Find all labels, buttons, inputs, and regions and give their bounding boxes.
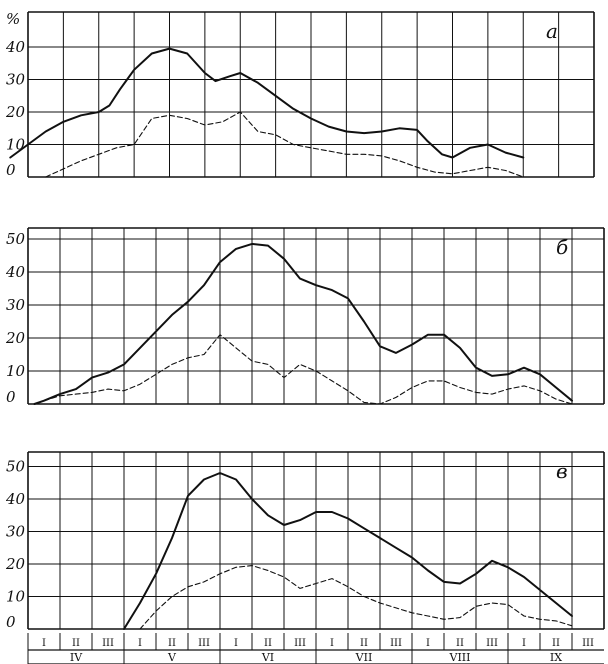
series-line-dashed	[45, 111, 524, 178]
month-label: V	[167, 651, 177, 664]
y-tick-label: 0	[6, 613, 16, 631]
y-tick-label: 10	[6, 136, 26, 154]
decade-label: II	[360, 638, 368, 649]
decade-label: I	[522, 638, 526, 649]
decade-label: I	[138, 638, 142, 649]
y-tick-label: 20	[5, 555, 26, 573]
decade-label: I	[42, 638, 46, 649]
panel-letter: а	[546, 19, 558, 43]
decade-label: I	[234, 638, 238, 649]
decade-label: III	[582, 638, 594, 649]
decade-label: II	[72, 638, 80, 649]
y-tick-label: 30	[6, 296, 26, 314]
decade-label: II	[552, 638, 560, 649]
y-tick-label: 50	[6, 458, 26, 476]
decade-label: I	[330, 638, 334, 649]
y-tick-label: 50	[6, 230, 26, 248]
series-line-solid	[9, 47, 525, 159]
y-tick-label: 30	[6, 523, 26, 541]
month-label: VII	[355, 651, 373, 664]
chart-panel-2: 0 10 20 30 40 50 б	[5, 227, 605, 406]
month-label: VIII	[449, 651, 471, 664]
decade-label: III	[390, 638, 402, 649]
month-label: VI	[261, 651, 274, 664]
y-tick-label: 0	[6, 388, 16, 406]
decade-label: II	[168, 638, 176, 649]
y-tick-label: 40	[5, 490, 26, 508]
panel-letter: в	[556, 459, 568, 483]
month-label: IX	[550, 651, 562, 664]
y-tick-label: 20	[5, 103, 26, 121]
panel-letter: б	[556, 235, 569, 259]
decade-label: III	[294, 638, 306, 649]
decade-label: III	[198, 638, 210, 649]
y-unit-label: %	[6, 10, 20, 28]
decade-label: III	[102, 638, 114, 649]
decade-label: III	[486, 638, 498, 649]
series-line-solid	[33, 242, 573, 405]
y-tick-label: 40	[5, 263, 26, 281]
y-tick-label: 0	[6, 161, 16, 179]
chart-panel-1: 0 10 20 30 40% а	[5, 10, 595, 179]
series-line-dashed	[43, 334, 573, 405]
month-label: IV	[70, 651, 83, 664]
decade-label: II	[456, 638, 464, 649]
y-tick-label: 30	[6, 71, 26, 89]
series-line-solid	[123, 472, 573, 630]
series-line-dashed	[139, 565, 573, 630]
y-tick-label: 10	[6, 362, 26, 380]
y-tick-label: 10	[6, 588, 26, 606]
y-tick-label: 40	[5, 38, 26, 56]
y-tick-label: 20	[5, 329, 26, 347]
decade-label: II	[264, 638, 272, 649]
decade-label: I	[426, 638, 430, 649]
